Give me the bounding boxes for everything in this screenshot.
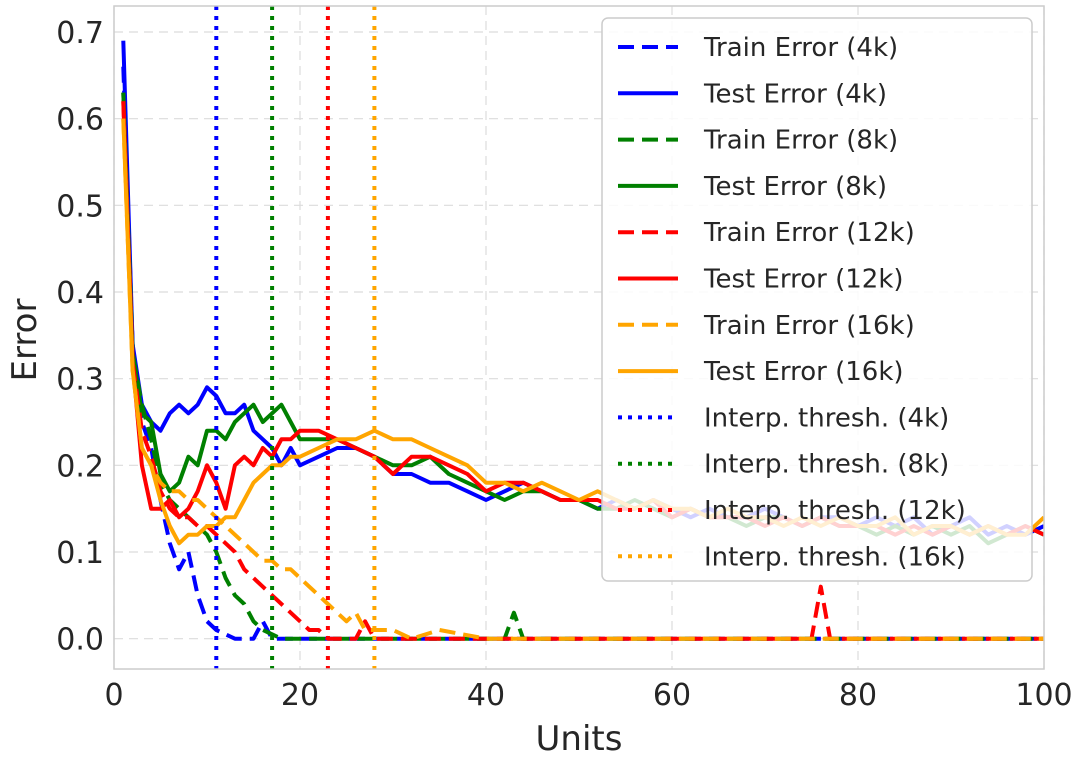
- x-tick-label: 100: [1015, 678, 1072, 713]
- legend-entry-label: Train Error (4k): [703, 33, 898, 63]
- legend-entry-label: Test Error (4k): [703, 79, 887, 109]
- y-tick-label: 0.6: [56, 103, 104, 138]
- tick-labels: 0 20 40 60 80 100 0.0 0.1 0.2 0.3 0.4 0.5 0.6 0.7: [56, 16, 1072, 713]
- x-tick-label: 40: [467, 678, 505, 713]
- y-tick-label: 0.7: [56, 16, 104, 51]
- train-error-series: [121, 118, 1044, 641]
- y-tick-label: 0.1: [56, 536, 104, 571]
- legend-entry-label: Test Error (8k): [703, 172, 887, 202]
- train-error-series: [121, 66, 1044, 641]
- y-axis-label: Error: [5, 299, 45, 382]
- x-tick-label: 0: [104, 678, 123, 713]
- y-tick-label: 0.4: [56, 276, 104, 311]
- legend-entry-label: Interp. thresh. (4k): [704, 403, 949, 433]
- legend-entry-label: Test Error (12k): [703, 265, 904, 295]
- x-tick-label: 60: [653, 678, 691, 713]
- legend: Train Error (4k) Test Error (4k) Train Err…: [601, 17, 1033, 582]
- x-tick-label: 80: [839, 678, 877, 713]
- y-tick-label: 0.2: [56, 449, 104, 484]
- y-tick-label: 0.3: [56, 363, 104, 398]
- y-tick-label: 0.0: [56, 623, 104, 658]
- x-tick-label: 20: [281, 678, 319, 713]
- legend-entry-label: Test Error (16k): [703, 357, 904, 387]
- legend-entry-label: Interp. thresh. (12k): [704, 496, 966, 526]
- legend-entry-label: Interp. thresh. (8k): [704, 450, 949, 480]
- plot-frame: [113, 5, 1045, 670]
- train-error-series: [121, 101, 1044, 641]
- legend-entry-label: Interp. thresh. (16k): [704, 542, 966, 572]
- legend-entry-label: Train Error (8k): [703, 126, 898, 156]
- legend-entry-label: Train Error (12k): [703, 218, 915, 248]
- legend-box: [601, 17, 1033, 582]
- legend-entry-label: Train Error (16k): [703, 311, 915, 341]
- x-axis-label: Units: [536, 719, 623, 759]
- y-tick-label: 0.5: [56, 189, 104, 224]
